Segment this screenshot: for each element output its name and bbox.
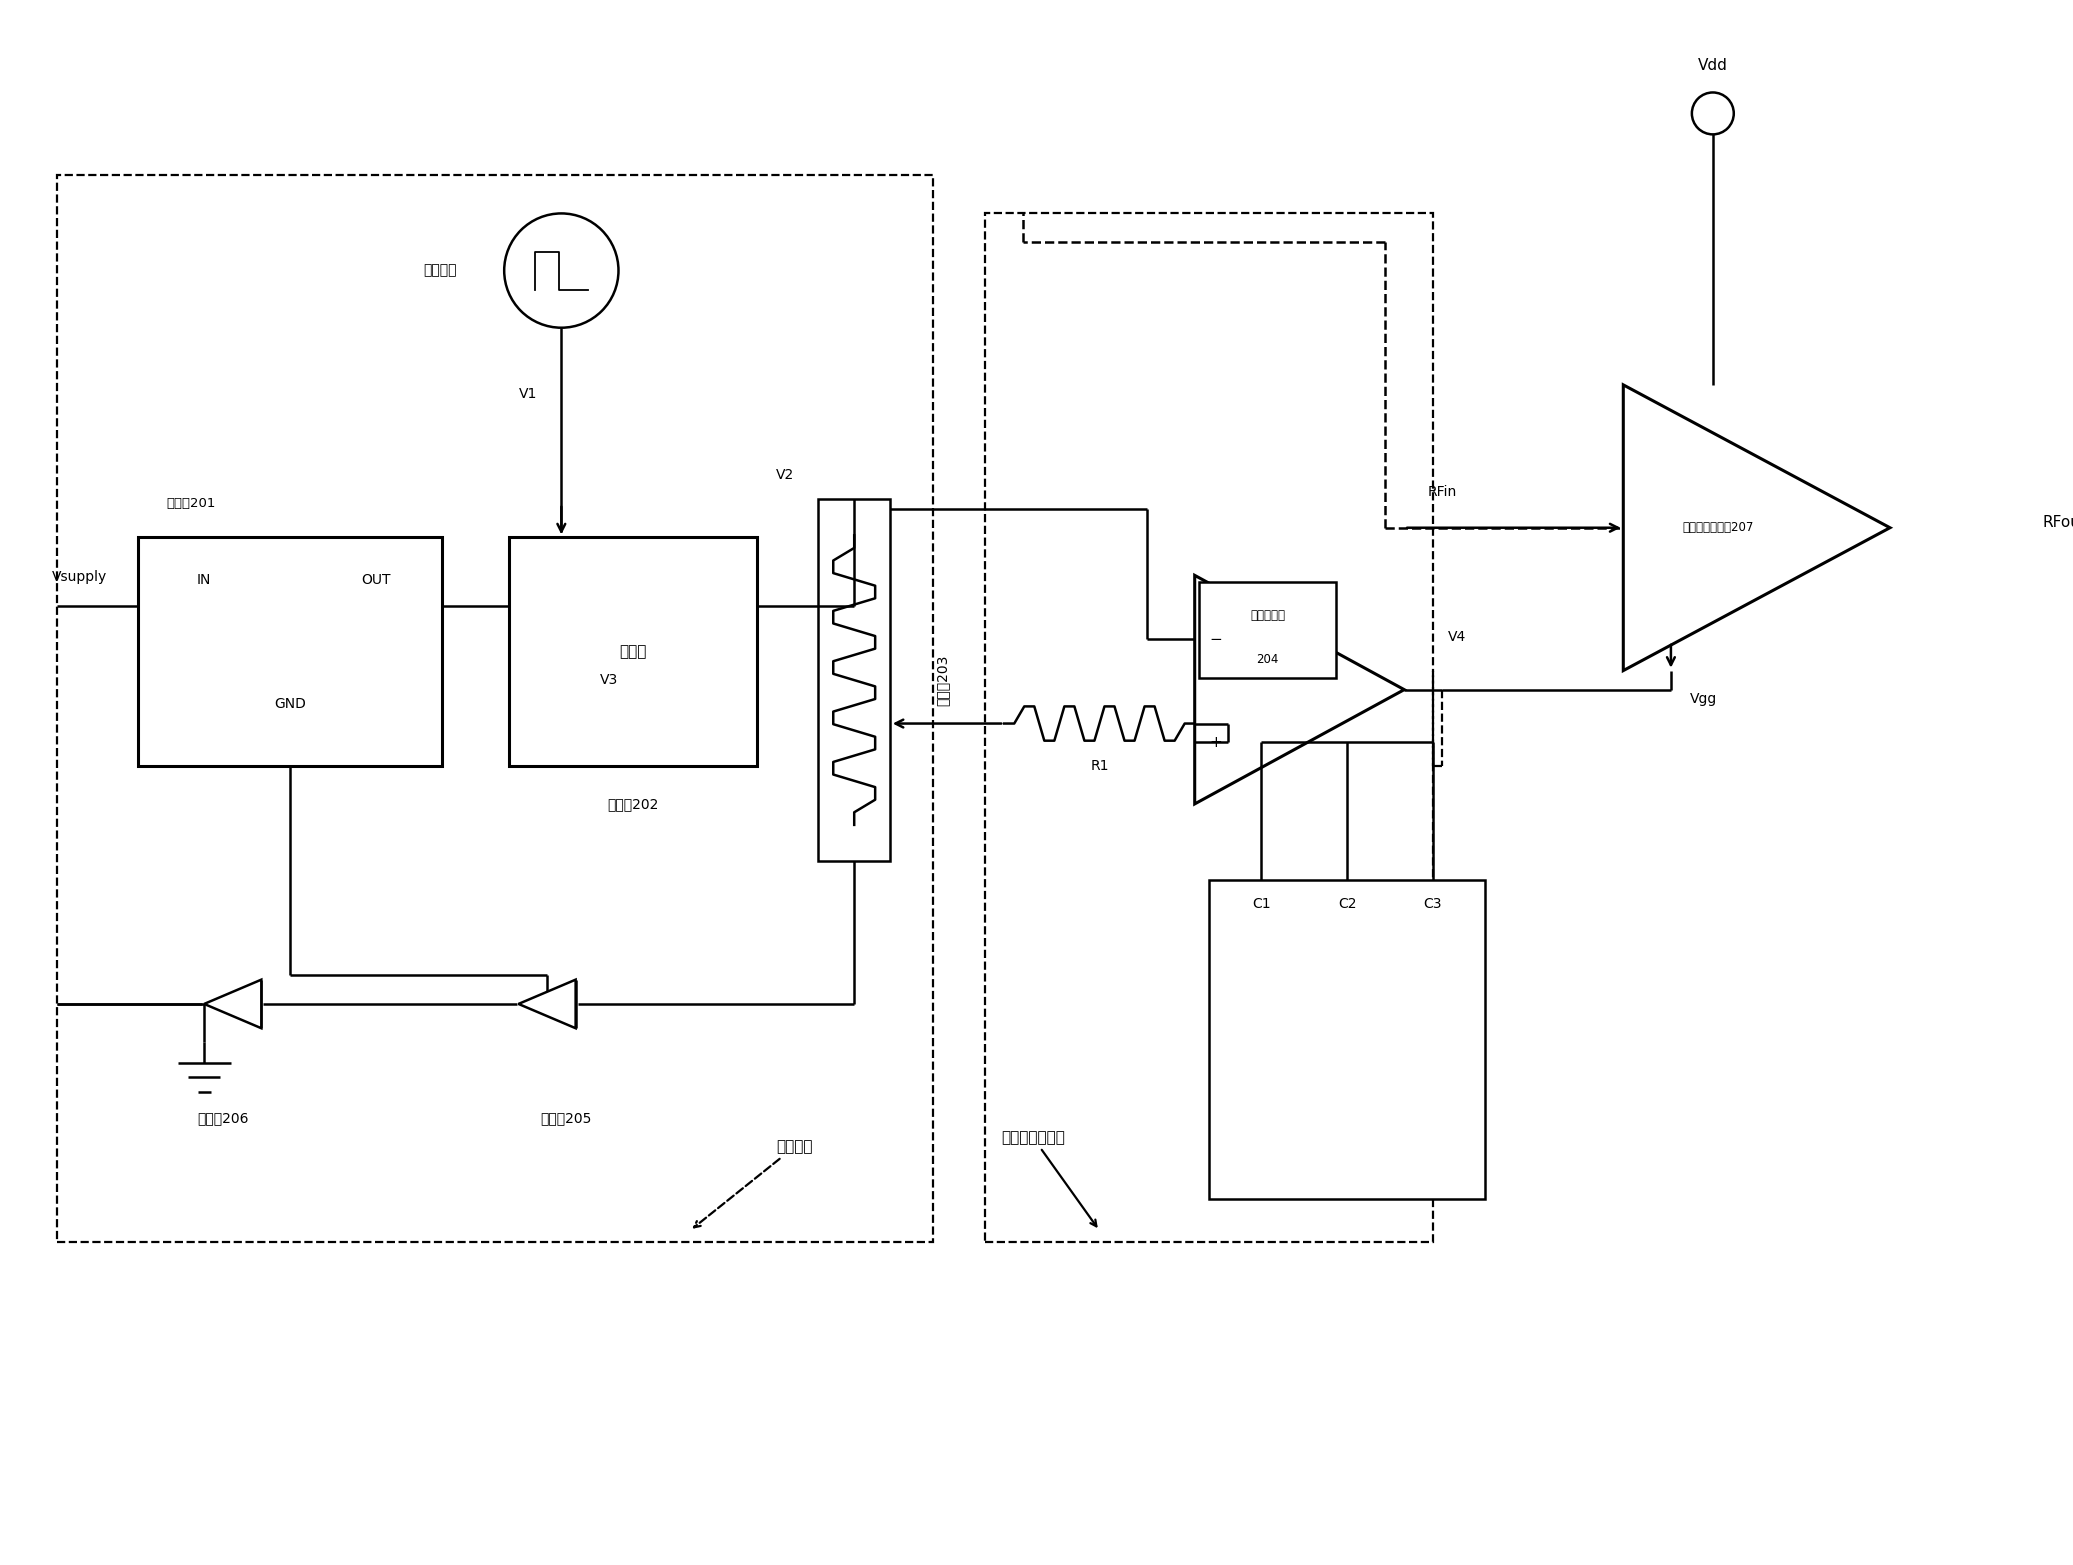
Text: 低时延处理部分: 低时延处理部分 [1001, 1130, 1097, 1227]
Bar [985, 213, 1432, 1243]
Text: C2: C2 [1337, 897, 1356, 911]
Text: RFout: RFout [2042, 515, 2073, 531]
Bar [56, 175, 933, 1243]
Text: C1: C1 [1252, 897, 1271, 911]
Bar [510, 537, 757, 765]
Text: +: + [1209, 734, 1221, 750]
Text: 射频功率放大器207: 射频功率放大器207 [1683, 521, 1754, 534]
Text: OUT: OUT [361, 573, 390, 587]
Text: V2: V2 [775, 468, 794, 482]
Bar [137, 537, 442, 765]
Polygon shape [1623, 385, 1891, 670]
Text: V3: V3 [599, 673, 618, 687]
Text: 温补部分: 温补部分 [694, 1139, 813, 1227]
Text: 开关管202: 开关管202 [607, 797, 659, 811]
Text: C3: C3 [1424, 897, 1443, 911]
Text: 电位器203: 电位器203 [935, 654, 949, 706]
Text: 二极管205: 二极管205 [541, 1111, 591, 1125]
Text: V4: V4 [1447, 631, 1466, 645]
Text: IN: IN [197, 573, 211, 587]
Polygon shape [203, 980, 261, 1028]
Text: 控制信号: 控制信号 [423, 263, 456, 277]
Text: Vgg: Vgg [1689, 692, 1716, 706]
Text: V1: V1 [518, 388, 537, 401]
Text: Vdd: Vdd [1698, 58, 1727, 74]
Polygon shape [1194, 576, 1403, 804]
Text: GND: GND [274, 696, 307, 711]
Text: RFin: RFin [1428, 485, 1457, 499]
Text: R1: R1 [1090, 759, 1109, 773]
Polygon shape [518, 980, 576, 1028]
Text: 二极管206: 二极管206 [197, 1111, 249, 1125]
Text: 运算放大器: 运算放大器 [1250, 609, 1285, 623]
Text: 204: 204 [1256, 653, 1279, 665]
Bar [1209, 880, 1484, 1199]
Text: Vsupply: Vsupply [52, 570, 108, 584]
Text: 稳压管201: 稳压管201 [166, 498, 216, 510]
Bar [819, 499, 889, 861]
Text: 开关管: 开关管 [620, 645, 647, 659]
Text: −: − [1209, 632, 1221, 646]
Bar [1200, 582, 1335, 678]
